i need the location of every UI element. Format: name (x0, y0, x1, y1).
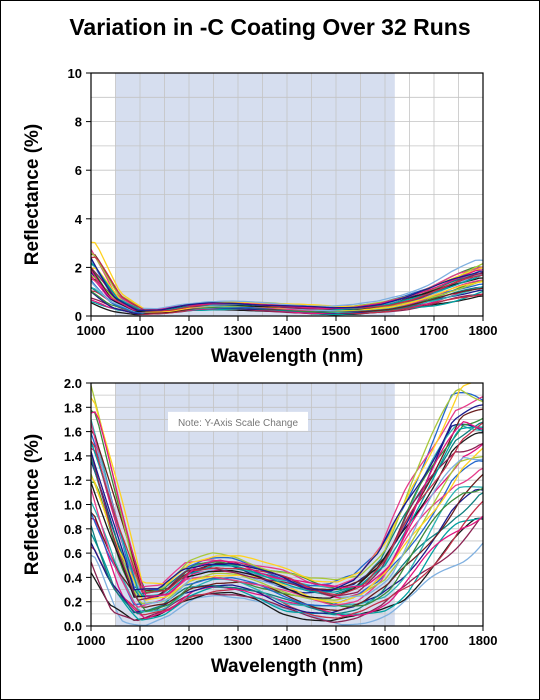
series-line (91, 542, 483, 626)
annotation-box (168, 411, 308, 431)
y-tick-label: 4 (75, 212, 83, 227)
series-line (91, 500, 483, 619)
y-tick-label: 1.8 (64, 400, 82, 415)
series-line (91, 492, 483, 615)
series-line (91, 257, 483, 311)
y-tick-label: 8 (75, 115, 82, 130)
x-tick-label: 1400 (273, 323, 302, 338)
series-line (91, 517, 483, 622)
top-chart: 1000 1100 1200 1300 1400 1500 1600 1700 1800 0 2 4 6… (22, 66, 498, 367)
series-group (91, 383, 483, 626)
y-tick-label: 2 (75, 260, 82, 275)
y-tick-label: 1.4 (64, 449, 83, 464)
y-tick-label: 6 (75, 163, 82, 178)
x-tick-label: 1100 (126, 323, 154, 338)
y-tick-label: 0.4 (64, 570, 83, 585)
y-tick-label: 0.8 (64, 522, 82, 537)
x-tick-label: 1700 (420, 633, 449, 648)
series-line (91, 258, 483, 310)
y-tick-label: 0 (75, 309, 82, 324)
chart-title: Variation in -C Coating Over 32 Runs (69, 14, 471, 40)
series-line (91, 516, 483, 623)
x-tick-label: 1500 (322, 633, 351, 648)
y-tick-label: 1.0 (64, 498, 82, 513)
x-tick-label: 1700 (420, 323, 449, 338)
x-tick-label: 1600 (371, 323, 400, 338)
series-line (91, 485, 483, 613)
y-tick-label: 10 (68, 66, 82, 81)
x-tick-label: 1400 (273, 633, 302, 648)
x-tick-label: 1200 (175, 323, 204, 338)
y-tick-label: 0.2 (64, 595, 82, 610)
y-tick-label: 0.6 (64, 546, 82, 561)
x-axis-label: Wavelength (nm) (211, 346, 363, 367)
annotation-text: Note: Y-Axis Scale Change (178, 418, 299, 429)
x-tick-label: 1500 (322, 323, 351, 338)
series-line (91, 446, 483, 605)
x-tick-label: 1800 (469, 323, 498, 338)
x-tick-label: 1000 (77, 323, 106, 338)
y-axis-label: Reflectance (%) (22, 434, 43, 576)
x-tick-label: 1600 (371, 633, 400, 648)
series-line (91, 383, 474, 585)
x-tick-label: 1300 (224, 323, 253, 338)
bottom-chart: Note: Y-Axis Scale Change 1000 1100 1200 130… (22, 376, 498, 677)
y-tick-label: 1.2 (64, 473, 82, 488)
y-tick-label: 0.0 (64, 619, 82, 634)
series-line (91, 481, 483, 613)
x-tick-label: 1000 (77, 633, 106, 648)
y-tick-label: 1.6 (64, 425, 82, 440)
x-axis-label: Wavelength (nm) (211, 656, 363, 677)
y-axis-label: Reflectance (%) (22, 124, 43, 266)
series-line (91, 473, 483, 612)
x-tick-label: 1100 (126, 633, 154, 648)
x-tick-label: 1800 (469, 633, 498, 648)
x-tick-label: 1300 (224, 633, 253, 648)
y-tick-label: 2.0 (64, 376, 82, 391)
series-line (91, 404, 483, 592)
series-group (91, 241, 483, 316)
series-line (91, 515, 483, 620)
x-tick-label: 1200 (175, 633, 204, 648)
series-line (91, 517, 483, 621)
